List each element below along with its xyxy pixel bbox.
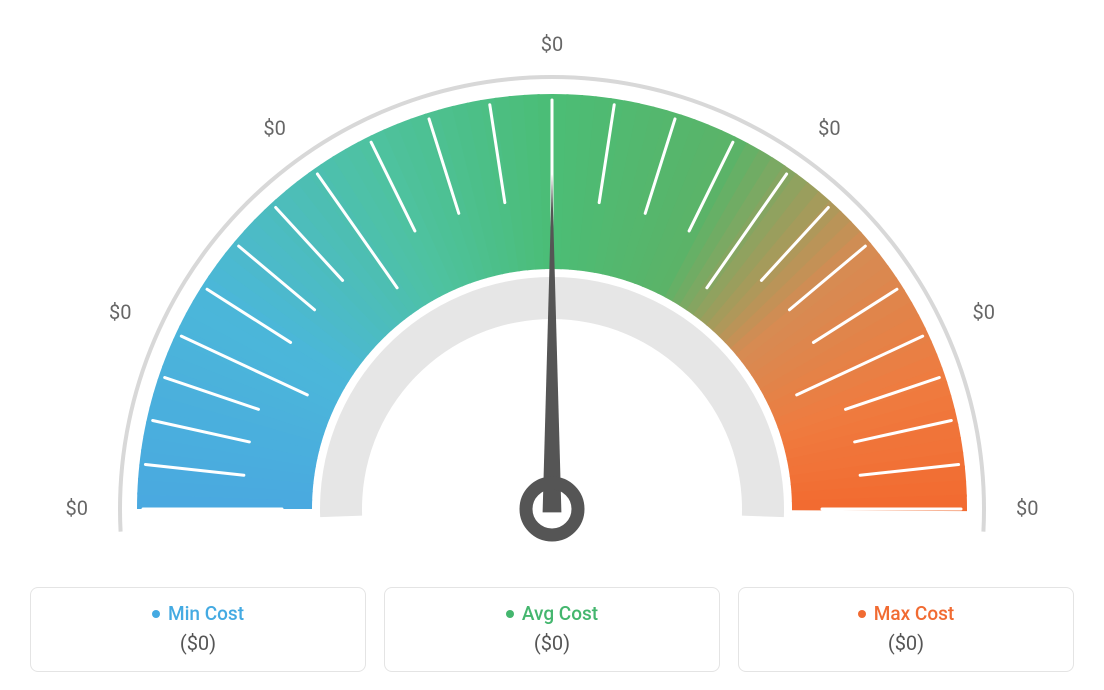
gauge-scale-label: $0 bbox=[109, 299, 131, 323]
legend-card-min: Min Cost ($0) bbox=[30, 587, 366, 672]
gauge-scale-label: $0 bbox=[818, 115, 840, 139]
legend-label-min-text: Min Cost bbox=[168, 602, 244, 625]
legend-label-max: Max Cost bbox=[858, 602, 954, 625]
cost-gauge-chart: $0 $0 $0 $0 $0 $0 $0 Min Cost ($0) Avg Cost ($… bbox=[0, 0, 1104, 690]
legend-value-max: ($0) bbox=[757, 631, 1055, 655]
gauge-scale-label: $0 bbox=[1016, 496, 1038, 520]
gauge-svg: $0 $0 $0 $0 $0 $0 $0 bbox=[0, 14, 1104, 574]
legend-value-avg: ($0) bbox=[403, 631, 701, 655]
legend-card-max: Max Cost ($0) bbox=[738, 587, 1074, 672]
gauge-scale-label: $0 bbox=[973, 299, 995, 323]
legend-row: Min Cost ($0) Avg Cost ($0) Max Cost ($0… bbox=[0, 587, 1104, 690]
legend-dot-max bbox=[858, 610, 866, 618]
legend-label-max-text: Max Cost bbox=[874, 602, 954, 625]
legend-label-avg: Avg Cost bbox=[506, 602, 598, 625]
gauge-area: $0 $0 $0 $0 $0 $0 $0 bbox=[0, 0, 1104, 587]
legend-dot-min bbox=[152, 610, 160, 618]
gauge-scale-label: $0 bbox=[66, 496, 88, 520]
gauge-scale-label: $0 bbox=[263, 115, 285, 139]
gauge-scale-label: $0 bbox=[541, 32, 563, 56]
legend-label-min: Min Cost bbox=[152, 602, 244, 625]
legend-dot-avg bbox=[506, 610, 514, 618]
legend-value-min: ($0) bbox=[49, 631, 347, 655]
legend-card-avg: Avg Cost ($0) bbox=[384, 587, 720, 672]
legend-label-avg-text: Avg Cost bbox=[522, 602, 598, 625]
